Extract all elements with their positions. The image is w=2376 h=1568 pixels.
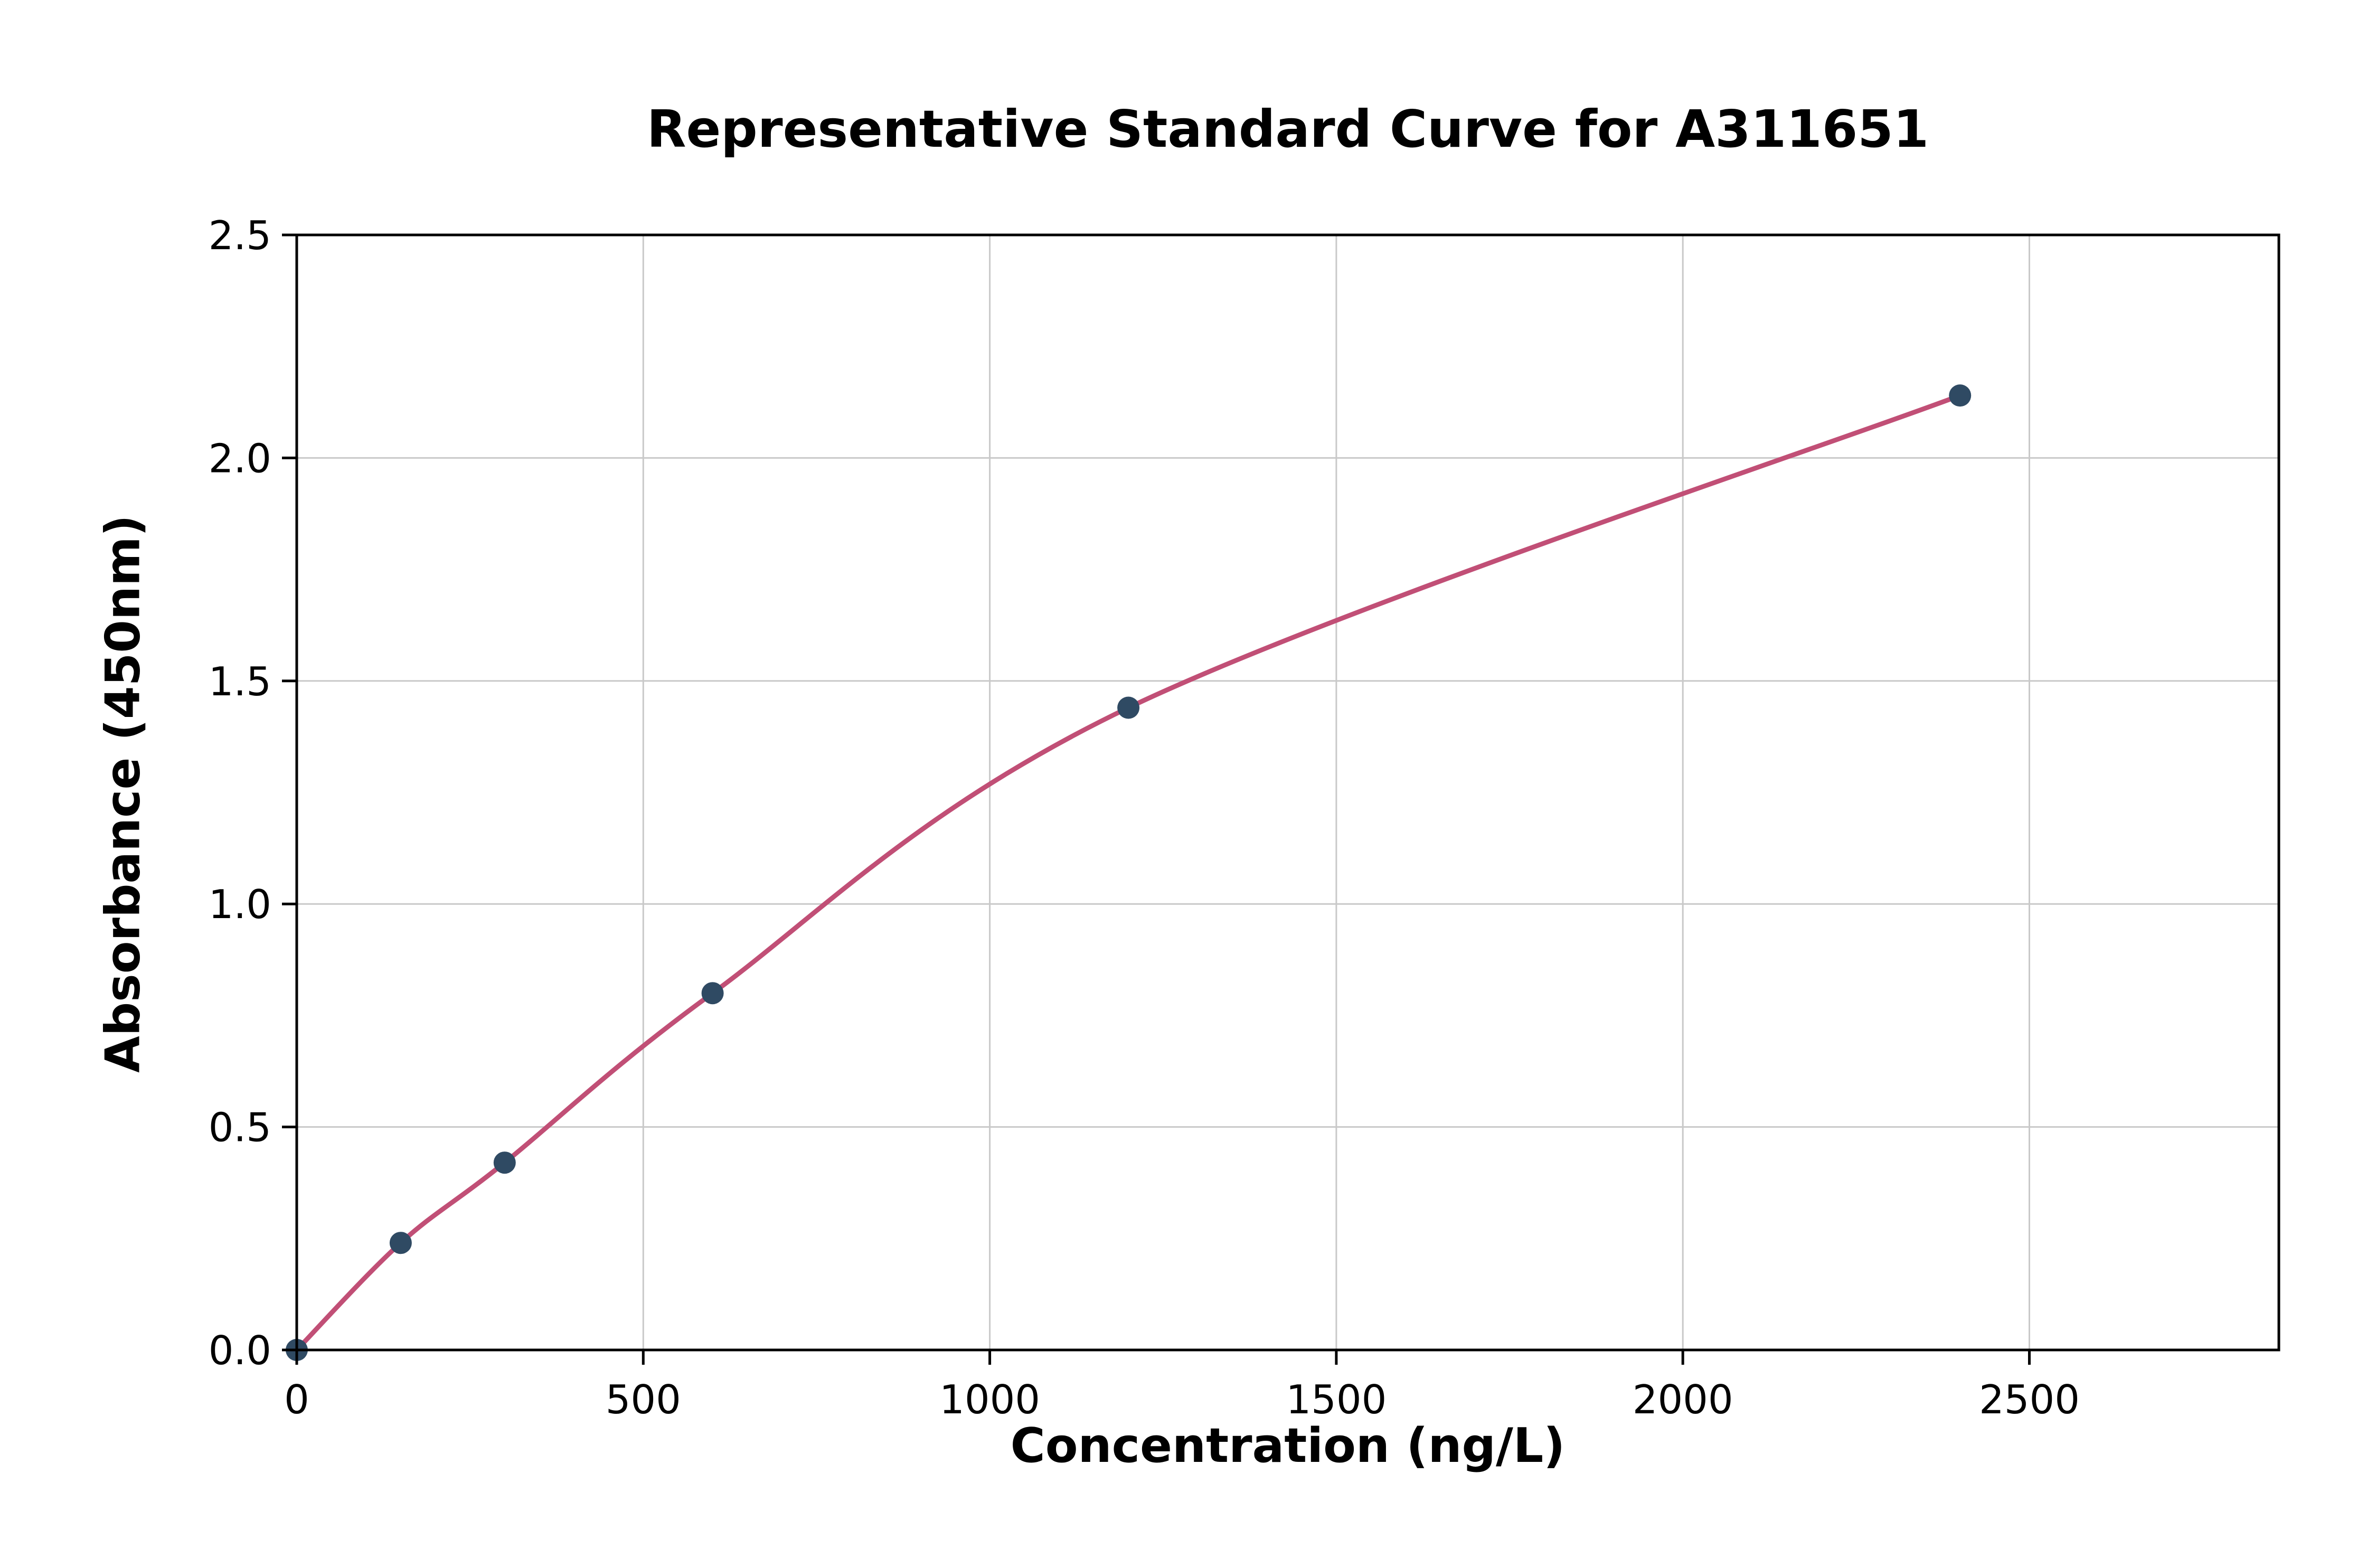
data-point — [389, 1232, 412, 1254]
data-point — [701, 982, 724, 1005]
x-tick-label: 2500 — [1979, 1376, 2080, 1423]
plot-frame — [295, 233, 2280, 1352]
standard-curve-line — [297, 393, 1963, 1350]
y-tick-label: 2.0 — [209, 435, 271, 481]
x-tick-label: 500 — [606, 1376, 681, 1423]
y-tick-labels: 0.0 0.5 1.0 1.5 2.0 2.5 — [209, 212, 271, 1374]
data-point — [1117, 696, 1140, 719]
data-points — [286, 384, 1972, 1361]
x-axis-label: Concentration (ng/L) — [1010, 1418, 1566, 1473]
data-point — [1949, 384, 1972, 407]
axis-ticks — [282, 233, 2031, 1365]
x-tick-labels: 0 500 1000 1500 2000 2500 — [284, 1376, 2080, 1423]
x-tick-label: 0 — [284, 1376, 309, 1423]
y-axis-label: Absorbance (450nm) — [95, 515, 151, 1073]
data-point — [493, 1151, 516, 1174]
x-tick-label: 1000 — [939, 1376, 1040, 1423]
x-tick-label: 1500 — [1286, 1376, 1387, 1423]
y-tick-label: 1.0 — [209, 881, 271, 928]
y-tick-label: 2.5 — [209, 212, 271, 259]
chart-title: Representative Standard Curve for A31165… — [646, 99, 1929, 159]
y-tick-label: 1.5 — [209, 658, 271, 705]
y-tick-label: 0.5 — [209, 1104, 271, 1151]
y-tick-label: 0.0 — [209, 1327, 271, 1374]
x-tick-label: 2000 — [1633, 1376, 1733, 1423]
